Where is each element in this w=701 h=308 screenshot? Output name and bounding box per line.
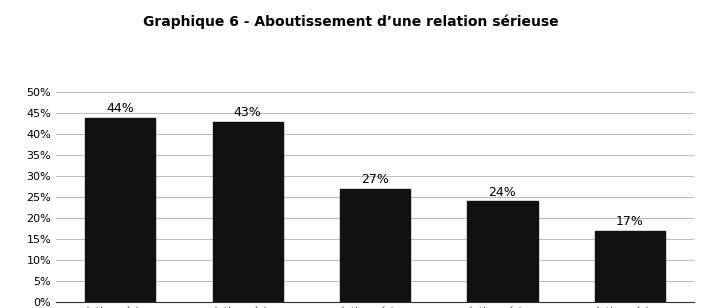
Text: 24%: 24% — [489, 186, 517, 199]
Bar — [468, 201, 538, 302]
Text: 27%: 27% — [361, 173, 389, 186]
Text: 44%: 44% — [107, 102, 134, 115]
Text: 17%: 17% — [616, 215, 644, 228]
Bar — [340, 189, 410, 302]
Text: 43%: 43% — [233, 106, 261, 119]
Bar — [595, 231, 665, 302]
Bar — [212, 122, 283, 302]
Bar — [85, 118, 155, 302]
Text: Graphique 6 - Aboutissement d’une relation sérieuse: Graphique 6 - Aboutissement d’une relati… — [143, 15, 558, 29]
